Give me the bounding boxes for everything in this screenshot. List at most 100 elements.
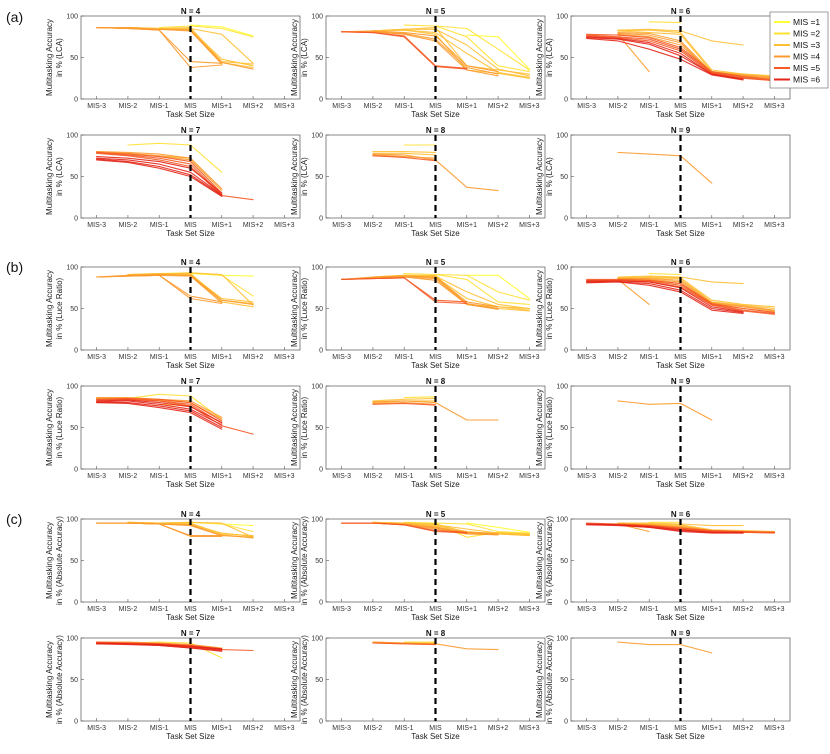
panel-b-1: 0 50 100 MIS-3 MIS-2 MIS-1 MIS MIS+1 MIS+2 MIS+3 T… bbox=[45, 258, 301, 370]
row-label-a: (a) bbox=[6, 9, 23, 25]
series-line-mis-6 bbox=[96, 400, 223, 426]
series-line-mis-2 bbox=[648, 21, 682, 24]
y-tick-label: 100 bbox=[556, 384, 568, 391]
y-axis-title: Multitasking Accuracyin % (Absolute Accu… bbox=[45, 635, 64, 724]
series-line-mis-1 bbox=[466, 522, 530, 533]
x-tick-label: MIS+2 bbox=[243, 103, 264, 110]
panel-title: N = 7 bbox=[181, 377, 201, 386]
y-tick-label: 100 bbox=[311, 265, 323, 272]
series-group bbox=[341, 273, 530, 312]
x-axis-title: Task Set Size bbox=[656, 613, 705, 622]
x-axis-title: Task Set Size bbox=[411, 361, 460, 370]
series-line-mis-5 bbox=[586, 278, 775, 314]
y-axis-title: Multitasking Accuracyin % (Absolute Accu… bbox=[535, 516, 554, 605]
x-tick-label: MIS-3 bbox=[577, 354, 596, 361]
y-tick-label: 100 bbox=[66, 517, 78, 524]
x-tick-label: MIS bbox=[184, 103, 197, 110]
x-axis-title: Task Set Size bbox=[656, 732, 705, 741]
y-axis-title: Multitasking Accuracyin % (LCA) bbox=[535, 138, 554, 215]
panel-title: N = 9 bbox=[671, 377, 691, 386]
x-axis-title: Task Set Size bbox=[411, 613, 460, 622]
y-tick-label: 100 bbox=[311, 14, 323, 21]
x-tick-label: MIS+2 bbox=[733, 473, 754, 480]
x-tick-label: MIS-1 bbox=[395, 103, 414, 110]
x-tick-label: MIS+3 bbox=[274, 606, 295, 613]
x-tick-label: MIS bbox=[429, 222, 442, 229]
x-axis-title: Task Set Size bbox=[656, 480, 705, 489]
x-tick-label: MIS+3 bbox=[764, 725, 785, 732]
x-axis-title: Task Set Size bbox=[656, 361, 705, 370]
x-tick-label: MIS+1 bbox=[702, 606, 723, 613]
series-group bbox=[617, 400, 713, 421]
x-tick-label: MIS+1 bbox=[702, 473, 723, 480]
row-label-b: (b) bbox=[6, 259, 23, 275]
x-tick-label: MIS+1 bbox=[212, 606, 233, 613]
x-axis-title: Task Set Size bbox=[411, 229, 460, 238]
panel-b-5: 0 50 100 MIS-3 MIS-2 MIS-1 MIS MIS+1 MIS+2 MIS+3 T… bbox=[290, 377, 546, 489]
y-axis-title: Multitasking Accuracyin % (LCA) bbox=[45, 138, 64, 215]
series-line-mis-3 bbox=[372, 29, 530, 79]
x-tick-label: MIS+3 bbox=[519, 473, 540, 480]
panel-title: N = 6 bbox=[671, 258, 691, 267]
series-line-mis-2 bbox=[648, 273, 682, 276]
x-tick-label: MIS bbox=[429, 725, 442, 732]
series-group bbox=[96, 24, 254, 70]
x-tick-label: MIS+3 bbox=[519, 103, 540, 110]
y-tick-label: 50 bbox=[560, 306, 568, 313]
x-tick-label: MIS+3 bbox=[274, 473, 295, 480]
x-tick-label: MIS+2 bbox=[243, 222, 264, 229]
x-tick-label: MIS+2 bbox=[243, 606, 264, 613]
x-tick-label: MIS-2 bbox=[609, 606, 628, 613]
y-tick-label: 50 bbox=[70, 174, 78, 181]
y-tick-label: 0 bbox=[319, 719, 323, 726]
y-tick-label: 0 bbox=[319, 467, 323, 474]
x-tick-label: MIS+1 bbox=[702, 103, 723, 110]
panel-b-2: 0 50 100 MIS-3 MIS-2 MIS-1 MIS MIS+1 MIS+2 MIS+3 T… bbox=[290, 258, 546, 370]
series-line-mis-6 bbox=[586, 37, 744, 81]
x-tick-label: MIS bbox=[429, 606, 442, 613]
series-line-mis-4 bbox=[96, 151, 223, 192]
x-tick-label: MIS-2 bbox=[364, 103, 383, 110]
x-tick-label: MIS+1 bbox=[212, 222, 233, 229]
series-line-mis-3 bbox=[372, 274, 530, 310]
panel-b-6: 0 50 100 MIS-3 MIS-2 MIS-1 MIS MIS+1 MIS+2 MIS+3 T… bbox=[535, 377, 791, 489]
x-tick-label: MIS+3 bbox=[764, 354, 785, 361]
panel-title: N = 5 bbox=[426, 258, 446, 267]
x-tick-label: MIS-3 bbox=[332, 725, 351, 732]
y-tick-label: 100 bbox=[311, 517, 323, 524]
x-tick-label: MIS+2 bbox=[733, 103, 754, 110]
x-tick-label: MIS-2 bbox=[119, 606, 138, 613]
x-tick-label: MIS+2 bbox=[488, 103, 509, 110]
x-tick-label: MIS-3 bbox=[87, 473, 106, 480]
x-tick-label: MIS-3 bbox=[87, 354, 106, 361]
x-tick-label: MIS+3 bbox=[274, 354, 295, 361]
y-tick-label: 50 bbox=[560, 425, 568, 432]
y-tick-label: 50 bbox=[315, 55, 323, 62]
y-tick-label: 0 bbox=[564, 348, 568, 355]
panel-b-4: 0 50 100 MIS-3 MIS-2 MIS-1 MIS MIS+1 MIS+2 MIS+3 T… bbox=[45, 377, 301, 489]
y-tick-label: 100 bbox=[311, 636, 323, 643]
x-axis-title: Task Set Size bbox=[656, 229, 705, 238]
x-axis-title: Task Set Size bbox=[166, 613, 215, 622]
series-line-mis-5 bbox=[96, 398, 254, 435]
y-tick-label: 0 bbox=[74, 467, 78, 474]
x-tick-label: MIS bbox=[429, 473, 442, 480]
x-tick-label: MIS-3 bbox=[577, 473, 596, 480]
series-group bbox=[617, 641, 713, 654]
series-group bbox=[96, 641, 254, 659]
y-tick-label: 100 bbox=[66, 133, 78, 140]
x-tick-label: MIS+1 bbox=[457, 354, 478, 361]
panel-c-3: 0 50 100 MIS-3 MIS-2 MIS-1 MIS MIS+1 MIS+2 MIS+3 T… bbox=[535, 510, 791, 622]
series-line-mis-4 bbox=[96, 27, 223, 64]
x-tick-label: MIS-3 bbox=[87, 725, 106, 732]
x-tick-label: MIS-2 bbox=[119, 473, 138, 480]
panel-b-3: 0 50 100 MIS-3 MIS-2 MIS-1 MIS MIS+1 MIS+2 MIS+3 T… bbox=[535, 258, 791, 370]
y-tick-label: 100 bbox=[556, 636, 568, 643]
y-tick-label: 0 bbox=[74, 348, 78, 355]
x-tick-label: MIS+3 bbox=[274, 103, 295, 110]
y-tick-label: 50 bbox=[70, 55, 78, 62]
series-line-mis-4 bbox=[617, 278, 650, 305]
x-tick-label: MIS-1 bbox=[150, 725, 169, 732]
series-line-mis-4 bbox=[372, 154, 437, 159]
